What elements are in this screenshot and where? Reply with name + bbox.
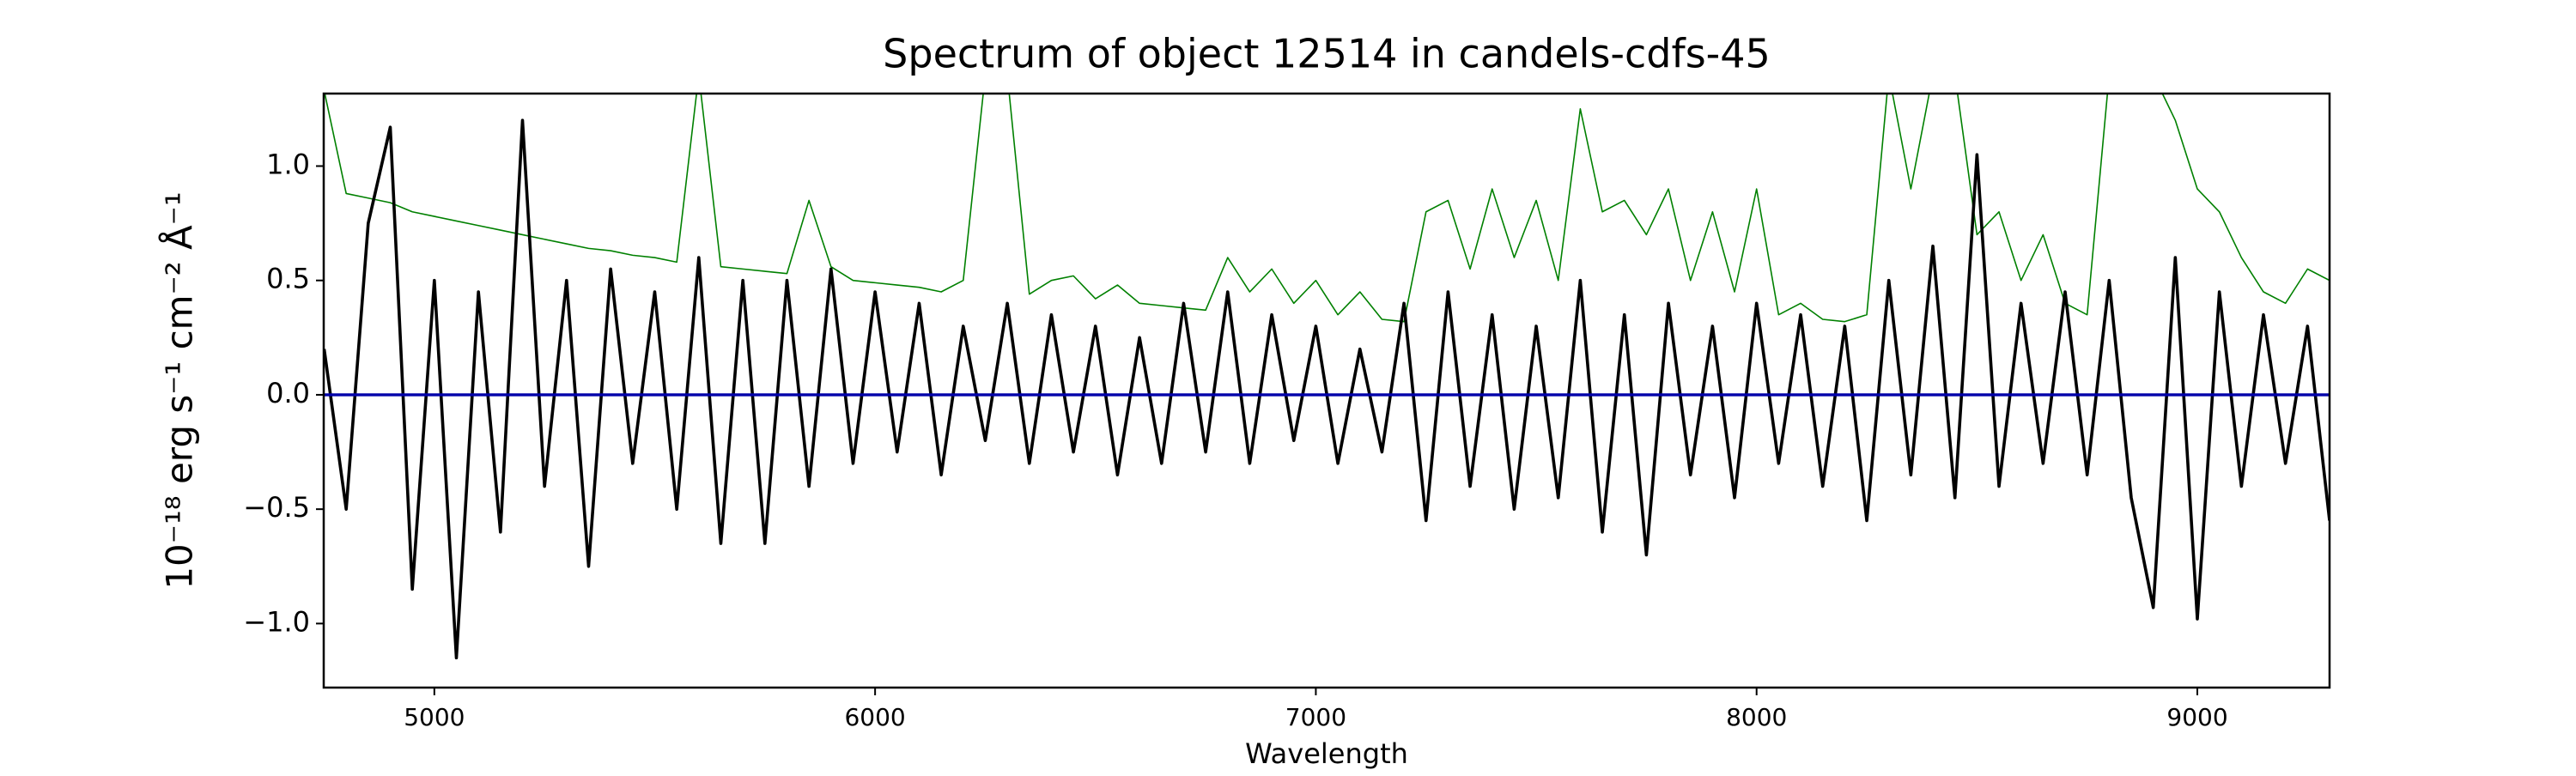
x-tick-label: 6000 (844, 703, 905, 731)
y-tick-label: −0.5 (243, 491, 310, 524)
chart-title: Spectrum of object 12514 in candels-cdfs… (883, 31, 1771, 77)
x-tick-label: 7000 (1285, 703, 1346, 731)
x-tick-label: 8000 (1726, 703, 1787, 731)
spectrum-line (324, 94, 2330, 323)
x-axis-label: Wavelength (1245, 737, 1408, 770)
y-tick-label: 0.5 (266, 263, 310, 295)
x-tick-label: 9000 (2166, 703, 2227, 731)
x-tick-label: 5000 (404, 703, 465, 731)
plot-area (324, 94, 2330, 660)
y-tick-label: 1.0 (266, 148, 310, 180)
axes-frame (322, 92, 2331, 689)
y-axis-label: 10⁻¹⁸ erg s⁻¹ cm⁻² Å⁻¹ (158, 191, 201, 589)
y-tick-label: 0.0 (266, 377, 310, 409)
spectrum-line (324, 118, 2330, 660)
y-tick-label: −1.0 (243, 605, 310, 638)
